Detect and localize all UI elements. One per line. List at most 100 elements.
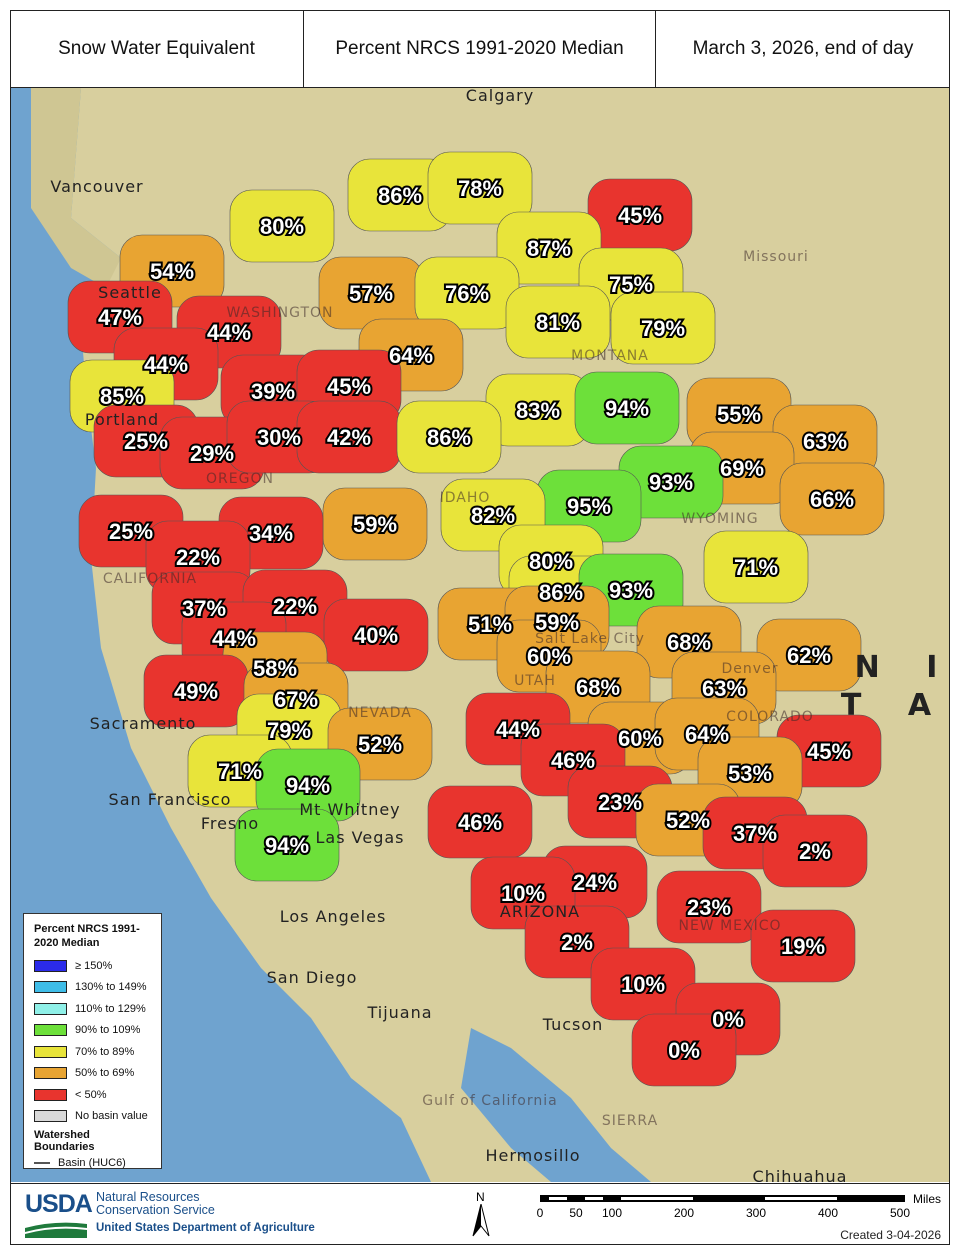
basin-percent-label: 64% bbox=[685, 722, 729, 747]
basin-percent-label: 44% bbox=[212, 626, 256, 651]
basin-polygon[interactable] bbox=[610, 291, 716, 365]
place-label: Los Angeles bbox=[280, 907, 387, 926]
basin-polygon[interactable] bbox=[427, 151, 533, 225]
legend-swatch bbox=[34, 1067, 67, 1080]
basin-percent-label: 86% bbox=[427, 425, 471, 450]
basin-percent-label: 59% bbox=[353, 512, 397, 537]
basin-polygon[interactable] bbox=[574, 371, 680, 445]
place-label: Las Vegas bbox=[316, 828, 405, 847]
legend-label: 110% to 129% bbox=[75, 1002, 146, 1015]
legend-boundary-item: Basin (HUC6) bbox=[34, 1157, 151, 1169]
place-label: Hermosillo bbox=[485, 1146, 580, 1165]
basin-percent-label: 44% bbox=[144, 352, 188, 377]
basin-percent-label: 79% bbox=[641, 316, 685, 341]
basin-polygon[interactable] bbox=[396, 400, 502, 474]
legend-swatch bbox=[34, 1110, 67, 1123]
legend-label: 70% to 89% bbox=[75, 1045, 135, 1058]
basin-percent-label: 94% bbox=[286, 773, 330, 798]
basin-percent-label: 47% bbox=[98, 305, 142, 330]
basin-percent-label: 63% bbox=[803, 429, 847, 454]
basin-percent-label: 93% bbox=[649, 470, 693, 495]
legend-swatch bbox=[34, 959, 67, 972]
place-label: Tucson bbox=[542, 1015, 604, 1034]
basin-polygon[interactable] bbox=[234, 808, 340, 882]
agency-line2: Conservation Service bbox=[96, 1203, 215, 1217]
scale-bar bbox=[540, 1195, 905, 1202]
basin-polygon[interactable] bbox=[631, 1013, 737, 1087]
basin-percent-label: 10% bbox=[501, 881, 545, 906]
basin-percent-label: 40% bbox=[354, 623, 398, 648]
basin-percent-label: 71% bbox=[734, 555, 778, 580]
place-label: OREGON bbox=[206, 471, 274, 487]
basin-percent-label: 46% bbox=[458, 810, 502, 835]
basin-percent-label: 69% bbox=[720, 456, 764, 481]
legend-boundaries-title: Watershed Boundaries bbox=[34, 1129, 95, 1153]
legend-label: 130% to 149% bbox=[75, 981, 147, 994]
basin-percent-label: 25% bbox=[109, 519, 153, 544]
place-label: San Francisco bbox=[109, 790, 232, 809]
place-label: NEW MEXICO bbox=[678, 918, 781, 934]
basin-percent-label: 94% bbox=[605, 396, 649, 421]
legend-label: < 50% bbox=[75, 1088, 107, 1101]
basin-polygon[interactable] bbox=[703, 530, 809, 604]
basin-percent-label: 64% bbox=[389, 343, 433, 368]
legend: Percent NRCS 1991-2020 Median ≥ 150% 130%… bbox=[23, 913, 162, 1169]
vancouver-island bbox=[31, 88, 121, 288]
place-label: Gulf of California bbox=[422, 1093, 557, 1109]
basin-percent-label: 63% bbox=[702, 676, 746, 701]
basin-polygon[interactable] bbox=[323, 598, 429, 672]
basin-percent-label: 45% bbox=[618, 203, 662, 228]
place-label: UTAH bbox=[514, 673, 556, 689]
basin-percent-label: 67% bbox=[274, 687, 318, 712]
scale-tick: 400 bbox=[817, 1206, 839, 1220]
basin-percent-label: 0% bbox=[668, 1038, 700, 1063]
legend-item: 130% to 149% bbox=[34, 977, 151, 999]
legend-item: 50% to 69% bbox=[34, 1063, 151, 1085]
basin-percent-label: 45% bbox=[807, 739, 851, 764]
basin-polygon[interactable] bbox=[779, 462, 885, 536]
place-label: SIERRA bbox=[602, 1113, 658, 1129]
legend-item: < 50% bbox=[34, 1084, 151, 1106]
legend-swatch bbox=[34, 1002, 67, 1015]
basin-percent-label: 25% bbox=[124, 429, 168, 454]
basin-percent-label: 44% bbox=[207, 320, 251, 345]
basin-percent-label: 42% bbox=[327, 425, 371, 450]
basin-percent-label: 78% bbox=[458, 176, 502, 201]
place-label: Mt Whitney bbox=[299, 800, 400, 819]
basin-percent-label: 79% bbox=[267, 718, 311, 743]
basin-percent-label: 45% bbox=[327, 374, 371, 399]
north-label: N bbox=[476, 1190, 485, 1204]
place-label: CALIFORNIA bbox=[103, 571, 197, 587]
basin-percent-label: 52% bbox=[666, 808, 710, 833]
place-label: Denver bbox=[722, 661, 779, 677]
basin-percent-label: 66% bbox=[810, 487, 854, 512]
basin-polygon[interactable] bbox=[229, 189, 335, 263]
basin-polygon[interactable] bbox=[656, 870, 762, 944]
legend-item: 110% to 129% bbox=[34, 998, 151, 1020]
place-label: Vancouver bbox=[50, 177, 143, 196]
basin-polygon[interactable] bbox=[750, 909, 856, 983]
basin-percent-label: 86% bbox=[378, 183, 422, 208]
scale-tick: 0 bbox=[536, 1206, 544, 1220]
place-label: NEVADA bbox=[348, 705, 412, 721]
basin-percent-label: 80% bbox=[260, 214, 304, 239]
usda-logo-swoosh-icon bbox=[25, 1222, 87, 1238]
legend-item: 90% to 109% bbox=[34, 1020, 151, 1042]
basin-percent-label: 49% bbox=[174, 679, 218, 704]
basin-polygon[interactable] bbox=[505, 285, 611, 359]
legend-swatch bbox=[34, 1088, 67, 1101]
place-label: Calgary bbox=[466, 88, 534, 105]
header: Snow Water Equivalent Percent NRCS 1991-… bbox=[10, 10, 950, 88]
basin-percent-label: 22% bbox=[176, 545, 220, 570]
header-title: Snow Water Equivalent bbox=[10, 10, 304, 87]
scale-tick: 50 bbox=[569, 1206, 583, 1220]
usda-logo: USDA bbox=[25, 1190, 93, 1218]
basin-polygon[interactable] bbox=[427, 785, 533, 859]
basin-percent-label: 58% bbox=[253, 656, 297, 681]
basin-percent-label: 23% bbox=[687, 895, 731, 920]
basin-percent-label: 2% bbox=[799, 839, 831, 864]
basin-percent-label: 80% bbox=[529, 549, 573, 574]
basin-percent-label: 37% bbox=[182, 596, 226, 621]
basin-polygon[interactable] bbox=[762, 814, 868, 888]
legend-title: Percent NRCS 1991-2020 Median bbox=[34, 923, 140, 949]
